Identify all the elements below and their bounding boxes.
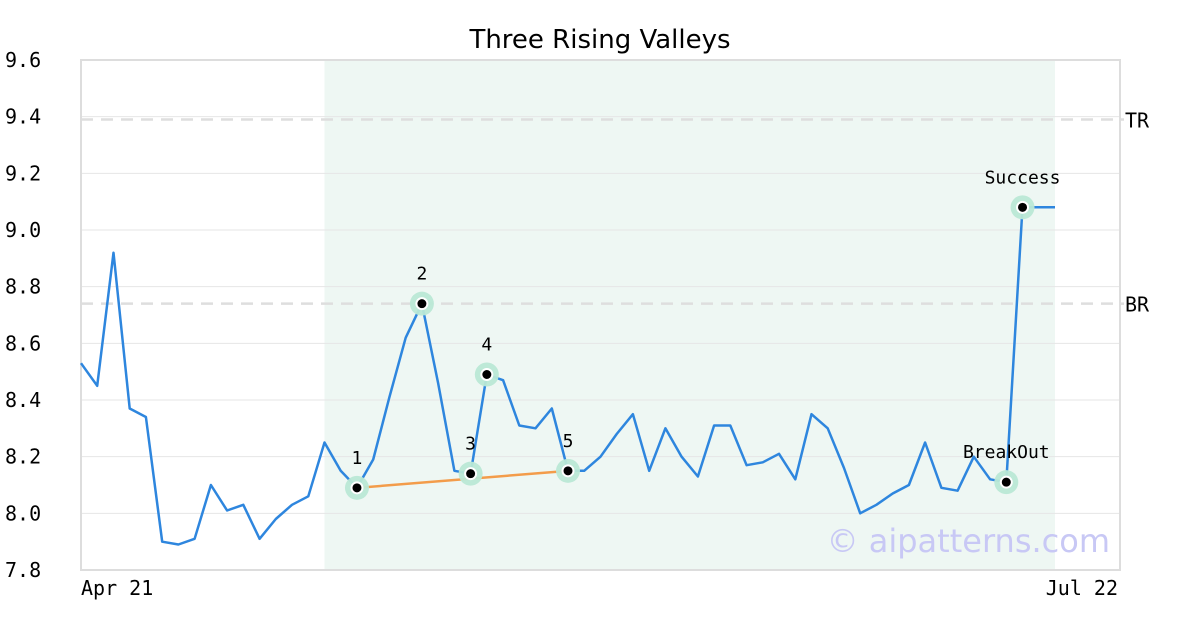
pattern-point-label: BreakOut — [963, 442, 1050, 463]
y-tick-label: 9.2 — [5, 161, 41, 185]
pattern-point-marker — [999, 475, 1013, 489]
pattern-point-label: 2 — [416, 264, 427, 285]
y-tick-label: 8.8 — [5, 275, 41, 299]
y-tick-label: 8.0 — [5, 501, 41, 525]
plot-area-frame — [80, 59, 1121, 571]
pattern-point-marker — [1016, 200, 1030, 214]
pattern-point-label: 5 — [563, 431, 574, 452]
x-tick-label-start: Apr 21 — [81, 576, 153, 600]
pattern-point-marker — [480, 368, 494, 381]
level-label-tr: TR — [1125, 109, 1150, 133]
pattern-point-label: 4 — [481, 335, 492, 356]
pattern-point-marker — [561, 464, 575, 478]
watermark: © aipatterns.com — [827, 522, 1110, 560]
y-tick-label: 8.2 — [5, 445, 41, 469]
y-tick-label: 7.8 — [5, 558, 41, 582]
level-label-br: BR — [1125, 293, 1150, 317]
pattern-point-label: Success — [985, 167, 1061, 188]
y-tick-label: 8.6 — [5, 331, 41, 355]
pattern-point-marker — [415, 297, 429, 311]
pattern-point-marker — [464, 467, 478, 481]
y-tick-label: 9.4 — [5, 105, 41, 129]
pattern-point-label: 3 — [465, 434, 476, 455]
y-axis-ticks: 7.8 8.0 8.2 8.4 8.6 8.8 9.0 9.2 9.4 9.6 — [5, 48, 41, 582]
x-tick-label-end: Jul 22 — [1046, 576, 1118, 600]
pattern-point-marker — [350, 481, 364, 495]
pattern-points: 1 2 3 4 5 BreakOut Success — [344, 167, 1061, 500]
y-tick-label: 9.6 — [5, 48, 41, 72]
y-tick-label: 8.4 — [5, 388, 41, 412]
pattern-point-label: 1 — [352, 448, 363, 469]
chart-title: Three Rising Valleys — [468, 25, 730, 55]
y-tick-label: 9.0 — [5, 218, 41, 242]
level-lines: TR BR — [81, 109, 1150, 317]
pattern-highlight-region — [324, 60, 1055, 570]
